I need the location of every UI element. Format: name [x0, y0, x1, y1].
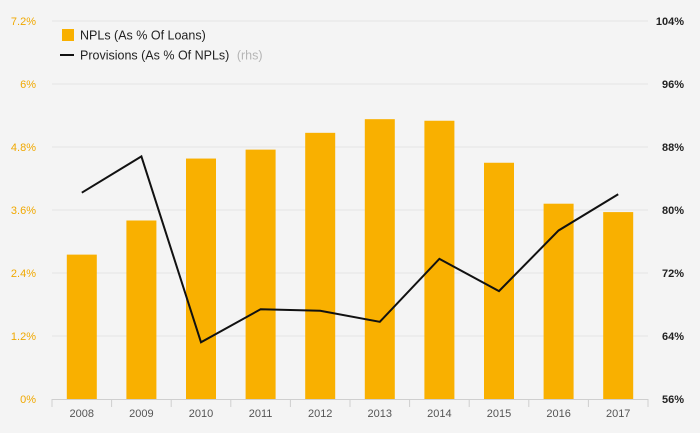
bar-npl-2016 [543, 203, 574, 399]
right-axis: 56% 64% 72% 80% 88% 96% 104% [656, 16, 684, 406]
left-tick-label: 7.2% [11, 16, 36, 28]
legend-label-npls: NPLs (As % Of Loans) [80, 29, 206, 43]
x-tick-label: 2011 [249, 408, 273, 420]
provisions-line [81, 154, 619, 344]
left-axis: 0% 1.2% 2.4% 3.6% 4.8% 6% 7.2% [11, 16, 36, 406]
bar-npl-2012 [305, 132, 336, 399]
x-tick-label: 2012 [308, 408, 332, 420]
legend-label-provisions-name: Provisions (As % Of NPLs) [80, 49, 229, 63]
right-tick-label: 56% [662, 394, 684, 406]
bar-npl-2009 [126, 220, 157, 399]
left-tick-label: 0% [20, 394, 36, 406]
bar-npl-2011 [245, 149, 276, 399]
bar-npl-2013 [364, 119, 395, 400]
right-tick-label: 96% [662, 79, 684, 91]
right-tick-label: 104% [656, 16, 684, 28]
x-tick-label: 2016 [546, 408, 570, 420]
left-tick-label: 6% [20, 79, 36, 91]
legend-label-provisions: Provisions (As % Of NPLs) (rhs) [80, 49, 263, 63]
x-tick-label: 2017 [606, 408, 630, 420]
x-tick-label: 2009 [129, 408, 153, 420]
x-tick-label: 2008 [70, 408, 94, 420]
legend-swatch-npls [62, 29, 74, 41]
left-tick-label: 2.4% [11, 268, 36, 280]
x-axis: 2008 2009 2010 2011 2012 2013 2014 2015 2016 2017 [51, 399, 649, 420]
x-tick-label: 2015 [487, 408, 511, 420]
left-tick-label: 1.2% [11, 331, 36, 343]
left-tick-label: 3.6% [11, 205, 36, 217]
x-tick-label: 2014 [427, 408, 451, 420]
legend: NPLs (As % Of Loans) Provisions (As % Of… [60, 29, 263, 63]
right-tick-label: 88% [662, 142, 684, 154]
npl-bars [66, 119, 634, 400]
x-tick-label: 2013 [368, 408, 392, 420]
bar-npl-2010 [186, 158, 216, 399]
bar-npl-2008 [66, 254, 97, 399]
right-tick-label: 64% [662, 331, 684, 343]
bar-npl-2017 [603, 212, 634, 399]
legend-label-rhs-note: (rhs) [237, 49, 263, 63]
right-tick-label: 72% [662, 268, 684, 280]
left-tick-label: 4.8% [11, 142, 36, 154]
x-tick-label: 2010 [189, 408, 213, 420]
provisions-line-group [81, 154, 619, 344]
right-tick-label: 80% [662, 205, 684, 217]
